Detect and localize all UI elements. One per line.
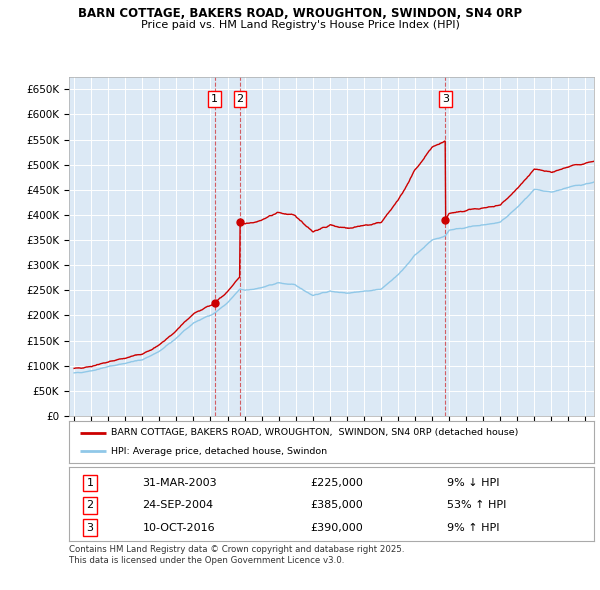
Text: Price paid vs. HM Land Registry's House Price Index (HPI): Price paid vs. HM Land Registry's House … [140, 20, 460, 30]
Text: £390,000: £390,000 [311, 523, 363, 533]
Text: 10-OCT-2016: 10-OCT-2016 [143, 523, 215, 533]
Text: HPI: Average price, detached house, Swindon: HPI: Average price, detached house, Swin… [111, 447, 327, 455]
Text: 2: 2 [236, 94, 244, 104]
Text: £225,000: £225,000 [311, 478, 364, 488]
Text: 1: 1 [211, 94, 218, 104]
Text: 1: 1 [86, 478, 94, 488]
Text: Contains HM Land Registry data © Crown copyright and database right 2025.
This d: Contains HM Land Registry data © Crown c… [69, 545, 404, 565]
Text: 53% ↑ HPI: 53% ↑ HPI [447, 500, 506, 510]
Text: 24-SEP-2004: 24-SEP-2004 [143, 500, 214, 510]
Text: 9% ↑ HPI: 9% ↑ HPI [447, 523, 499, 533]
Text: 2: 2 [86, 500, 94, 510]
Text: 3: 3 [86, 523, 94, 533]
Text: BARN COTTAGE, BAKERS ROAD, WROUGHTON, SWINDON, SN4 0RP: BARN COTTAGE, BAKERS ROAD, WROUGHTON, SW… [78, 7, 522, 20]
Text: 9% ↓ HPI: 9% ↓ HPI [447, 478, 499, 488]
Text: 3: 3 [442, 94, 449, 104]
Text: BARN COTTAGE, BAKERS ROAD, WROUGHTON,  SWINDON, SN4 0RP (detached house): BARN COTTAGE, BAKERS ROAD, WROUGHTON, SW… [111, 428, 518, 437]
Text: £385,000: £385,000 [311, 500, 363, 510]
Text: 31-MAR-2003: 31-MAR-2003 [143, 478, 217, 488]
